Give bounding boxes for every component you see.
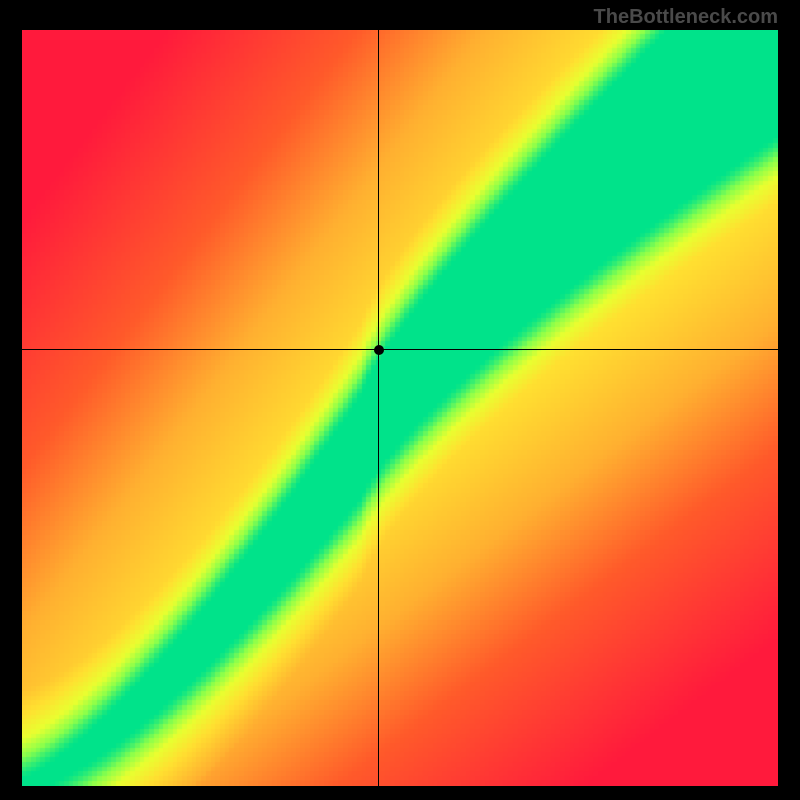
crosshair-horizontal bbox=[22, 349, 778, 350]
data-point-marker bbox=[374, 345, 384, 355]
crosshair-vertical bbox=[378, 30, 379, 786]
watermark-text: TheBottleneck.com bbox=[594, 6, 778, 29]
bottleneck-heatmap bbox=[22, 30, 778, 786]
chart-container: TheBottleneck.com bbox=[0, 0, 800, 800]
